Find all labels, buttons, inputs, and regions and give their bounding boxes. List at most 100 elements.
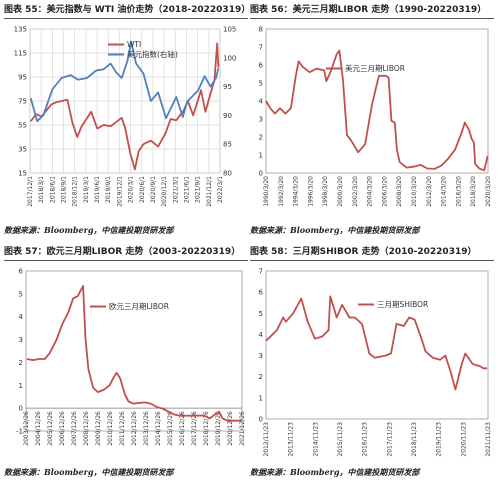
legend-label: 美元指数(右轴) xyxy=(127,49,178,59)
x-tick-label: 2016/11/23 xyxy=(362,422,369,457)
panel-title: 图表 58：三月期SHIBOR 走势（2010-20220319） xyxy=(250,244,494,261)
y-tick-label: 2 xyxy=(259,134,263,142)
y-tick-label: 115 xyxy=(14,50,27,58)
y2-tick-label: 100 xyxy=(223,54,236,62)
y-tick-label: 2 xyxy=(19,359,23,367)
x-tick-label: 2014/12/26 xyxy=(155,411,162,446)
y-tick-label: 7 xyxy=(259,268,263,276)
y-tick-label: 135 xyxy=(14,26,27,34)
y-tick-label: 3 xyxy=(259,116,263,124)
y-tick-label: -1 xyxy=(16,428,23,436)
chart-usd-wti: 15 35 55 75 95 115 135 2017/12/1 2018/3/1 2018/6/… xyxy=(14,26,237,207)
x-tick-label: 2017/11/23 xyxy=(386,422,393,457)
y-tick-label: 4 xyxy=(19,313,24,321)
x-tick-label: 2019/11/23 xyxy=(436,422,443,457)
source-note: 数据来源：Bloomberg，中信建投期货研发部 xyxy=(4,467,174,477)
x-tick-label: 2019/12/26 xyxy=(215,411,222,446)
source-note: 数据来源：Bloomberg，中信建投期货研发部 xyxy=(250,225,420,235)
y-tick-label: 75 xyxy=(18,98,27,106)
x-tick-label: 2018/11/23 xyxy=(411,422,418,457)
x-tick-label: 2020/11/23 xyxy=(460,422,467,457)
series-line xyxy=(29,42,220,171)
x-tick-label: 2004/3/20 xyxy=(367,176,374,207)
x-tick-label: 2014/11/23 xyxy=(312,422,319,457)
y-tick-label: 95 xyxy=(18,74,27,82)
x-tick-label: 2018/9/1 xyxy=(61,176,68,203)
legend-label: 欧元三月期LIBOR xyxy=(109,301,169,311)
x-tick-label: 2020/12/1 xyxy=(161,176,168,207)
legend-label: 三月期SHIBOR xyxy=(377,300,428,309)
y2-tick-label: 105 xyxy=(223,26,236,34)
chart-shibor: 0 1 2 3 4 5 6 7 2012/11/23 2013/11/23 2014/11/23 20… xyxy=(259,268,492,457)
y-tick-label: 15 xyxy=(18,170,27,178)
y-tick-label: 7 xyxy=(259,44,263,52)
y-tick-label: 5 xyxy=(19,290,23,298)
y-tick-label: 2 xyxy=(259,373,263,381)
x-tick-label: 2018/3/1 xyxy=(38,176,45,203)
x-tick-label: 2019/12/1 xyxy=(116,176,123,207)
y-tick-label: 5 xyxy=(259,310,263,318)
x-tick-label: 2009/12/26 xyxy=(95,411,102,446)
y-tick-label: 0 xyxy=(259,170,263,178)
legend-label: 美元三月期LIBOR xyxy=(345,63,405,73)
x-tick-label: 1992/3/20 xyxy=(278,176,285,207)
x-tick-label: 2013/12/26 xyxy=(143,411,150,446)
y-tick-label: 1 xyxy=(259,152,263,160)
y-tick-label: 1 xyxy=(259,394,263,402)
panel-title: 图表 57：欧元三月期LIBOR 走势（2003-20220319） xyxy=(4,244,248,261)
y-tick-label: 6 xyxy=(259,289,264,297)
y-tick-label: 3 xyxy=(19,336,23,344)
x-tick-label: 2006/3/20 xyxy=(381,176,388,207)
x-tick-label: 2014/3/20 xyxy=(441,176,448,207)
x-tick-label: 2021/11/23 xyxy=(485,422,492,457)
x-tick-label: 2020/6/1 xyxy=(139,176,146,203)
y-tick-label: 6 xyxy=(19,268,24,276)
x-tick-label: 2003/12/26 xyxy=(23,411,30,446)
x-tick-label: 2010/3/20 xyxy=(411,176,418,207)
y-tick-label: 8 xyxy=(259,26,263,34)
x-tick-label: 2018/3/20 xyxy=(470,176,477,207)
x-tick-label: 2019/9/1 xyxy=(105,176,112,203)
panel-shibor: 图表 58：三月期SHIBOR 走势（2010-20220319） 0 1 2 3 4 5… xyxy=(250,244,494,478)
y-tick-label: 6 xyxy=(259,62,264,70)
x-tick-label: 2021/12/1 xyxy=(206,176,213,207)
series-line xyxy=(26,284,242,422)
x-tick-label: 1994/3/20 xyxy=(293,176,300,207)
x-tick-label: 2000/3/20 xyxy=(337,176,344,207)
y-tick-label: 4 xyxy=(259,331,264,339)
y-tick-label: 4 xyxy=(259,98,264,106)
panel-usd-wti: 图表 55：美元指数与 WTI 油价走势（2018-20220319） 15 35… xyxy=(4,2,248,236)
y2-tick-label: 85 xyxy=(223,141,232,149)
x-tick-label: 2020/12/26 xyxy=(227,411,234,446)
panel-title: 图表 56：美元三月期LIBOR 走势（1990-20220319） xyxy=(250,2,494,19)
x-tick-label: 2006/12/26 xyxy=(59,411,66,446)
y-tick-label: 3 xyxy=(259,352,263,360)
chart-eur-libor: -1 0 1 2 3 4 5 6 2003/12/26 2004/12/26 2005/12/26 2… xyxy=(16,268,246,446)
x-tick-label: 2012/12/26 xyxy=(131,411,138,446)
y-tick-label: 5 xyxy=(259,80,263,88)
x-tick-label: 2011/12/26 xyxy=(119,411,126,446)
x-tick-label: 1990/3/20 xyxy=(263,176,270,207)
series-line xyxy=(29,40,220,123)
x-tick-label: 2021/6/1 xyxy=(183,176,190,203)
x-tick-label: 2020/3/20 xyxy=(485,176,492,207)
x-tick-label: 2005/12/26 xyxy=(47,411,54,446)
y2-tick-label: 90 xyxy=(223,112,232,120)
x-tick-label: 2002/3/20 xyxy=(352,176,359,207)
series-line xyxy=(265,295,488,391)
y-tick-label: 1 xyxy=(19,382,23,390)
plot-frame xyxy=(25,270,243,432)
x-tick-label: 2021/3/1 xyxy=(172,176,179,203)
chart-usd-libor: 0 1 2 3 4 5 6 7 8 1990/3/20 1992/3/20 1994/3/20 1996… xyxy=(259,26,492,207)
x-tick-label: 2015/11/23 xyxy=(337,422,344,457)
x-tick-label: 2020/9/1 xyxy=(150,176,157,203)
x-tick-label: 2008/12/26 xyxy=(83,411,90,446)
x-tick-label: 2022/3/1 xyxy=(217,176,224,203)
panel-eur-libor: 图表 57：欧元三月期LIBOR 走势（2003-20220319） -1 0 1 2… xyxy=(4,244,248,478)
x-tick-label: 2016/12/26 xyxy=(179,411,186,446)
x-tick-label: 2012/3/20 xyxy=(426,176,433,207)
y2-tick-label: 80 xyxy=(223,170,232,178)
x-tick-label: 2016/3/20 xyxy=(455,176,462,207)
x-tick-label: 2013/11/23 xyxy=(288,422,295,457)
x-tick-label: 2012/11/23 xyxy=(263,422,270,457)
